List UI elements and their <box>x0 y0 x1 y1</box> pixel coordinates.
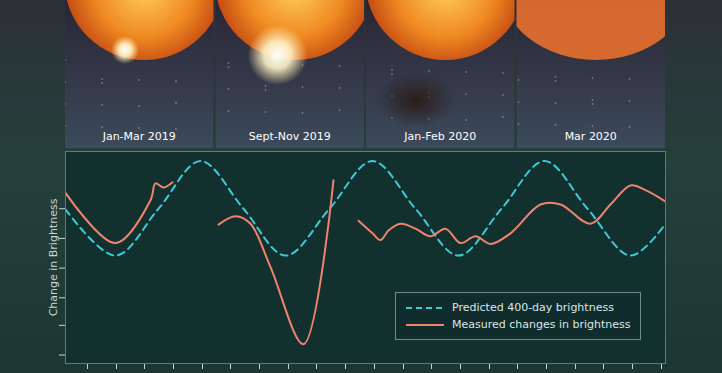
svg-text:Change in Brightness: Change in Brightness <box>47 198 60 316</box>
svg-text:Jan-Mar 2019: Jan-Mar 2019 <box>102 130 176 143</box>
html-text:Predicted 400-day brightness: Predicted 400-day brightness <box>452 301 614 314</box>
html-text:Measured changes in brightness: Measured changes in brightness <box>452 318 631 331</box>
svg-text:Mar 2020: Mar 2020 <box>565 130 617 143</box>
svg-text:Sept-Nov 2019: Sept-Nov 2019 <box>249 130 331 143</box>
svg-text:Jan-Feb 2020: Jan-Feb 2020 <box>403 130 476 143</box>
